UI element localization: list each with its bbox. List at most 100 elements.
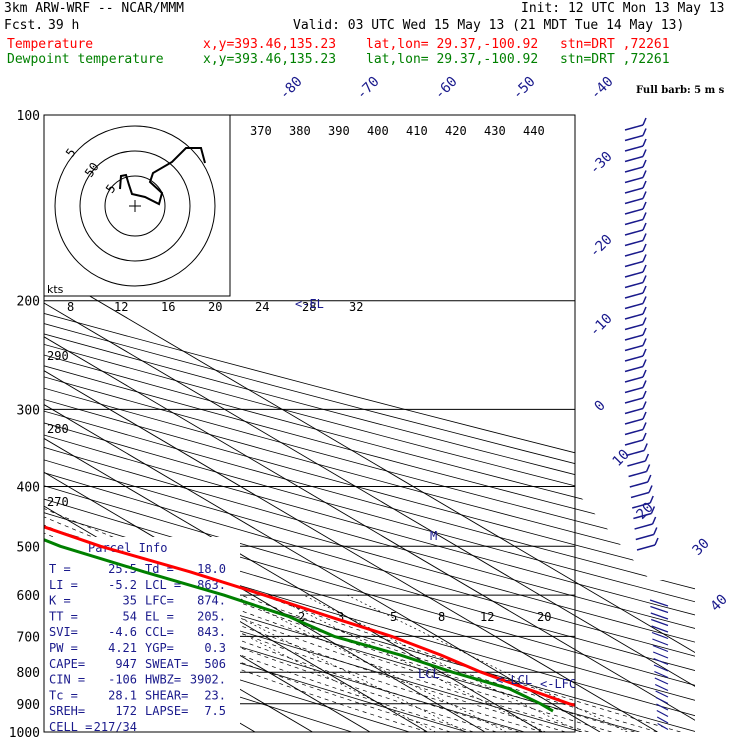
dry-adiabat-line bbox=[44, 115, 695, 732]
parcel-info-cell: EL = bbox=[145, 609, 174, 623]
wind-barb bbox=[624, 397, 644, 404]
mixing-ratio-label: 20 bbox=[537, 610, 551, 624]
mixing-ratio-line bbox=[195, 594, 467, 732]
parcel-info-cell: 28.1 bbox=[108, 688, 137, 702]
barb-legend: Full barb: 5 m s bbox=[636, 85, 725, 96]
temperature-label: Temperature bbox=[7, 37, 94, 52]
dewpoint-profile bbox=[44, 538, 554, 713]
parcel-info-cell: K = bbox=[49, 594, 71, 608]
theta-label: 380 bbox=[289, 124, 311, 138]
parcel-info-cell: 217/34 bbox=[94, 720, 137, 734]
parcel-info-cell: -5.2 bbox=[108, 578, 137, 592]
wind-barb bbox=[624, 134, 644, 142]
theta-label-left: 290 bbox=[47, 349, 69, 363]
wind-barb bbox=[624, 197, 644, 205]
lcl-marker: LCL bbox=[418, 667, 440, 681]
wind-barb bbox=[633, 512, 652, 520]
parcel-info-cell: PW = bbox=[49, 641, 78, 655]
parcel-info-cell: 172 bbox=[115, 704, 137, 718]
speed-label: 32 bbox=[349, 300, 363, 314]
wind-barb-flag bbox=[649, 495, 654, 504]
dry-adiabat-line bbox=[44, 115, 695, 732]
isotherm-label: -60 bbox=[432, 74, 461, 103]
wind-barb-flag bbox=[642, 390, 647, 399]
isotherm-label: -20 bbox=[587, 232, 616, 261]
wind-barb bbox=[634, 523, 653, 530]
parcel-info-cell: 7.5 bbox=[204, 704, 226, 718]
dry-adiabat-line bbox=[44, 115, 695, 732]
speed-label: 16 bbox=[161, 300, 175, 314]
dry-adiabat-line bbox=[44, 115, 695, 732]
pressure-label: 700 bbox=[17, 630, 40, 645]
wind-barb-flag bbox=[642, 191, 647, 199]
isotherm-line bbox=[44, 115, 601, 732]
wind-barb-low bbox=[657, 722, 669, 731]
wind-barb bbox=[624, 166, 644, 173]
wind-barb bbox=[635, 533, 655, 541]
isotherm-line bbox=[44, 115, 695, 732]
mixing-ratio-line bbox=[166, 594, 436, 732]
parcel-info-cell: LI = bbox=[49, 578, 78, 592]
wind-barb bbox=[625, 449, 645, 457]
wind-barb-flag bbox=[642, 401, 647, 409]
wind-barb bbox=[624, 239, 644, 247]
wind-barbs bbox=[624, 117, 669, 731]
wind-barb bbox=[624, 407, 644, 415]
wind-barb-low bbox=[655, 696, 669, 705]
wind-barb-flag bbox=[642, 149, 647, 157]
mixing-ratio-label: 12 bbox=[480, 610, 494, 624]
wind-barb bbox=[624, 208, 644, 215]
dry-adiabat-line bbox=[44, 115, 695, 732]
parcel-info-cell: 874. bbox=[197, 594, 226, 608]
parcel-info-cell: LFC= bbox=[145, 594, 174, 608]
isotherm-line bbox=[44, 115, 695, 732]
wind-barb-low bbox=[651, 631, 669, 640]
parcel-info-cell: 18.0 bbox=[197, 562, 226, 576]
dry-adiabat-line bbox=[44, 115, 695, 732]
wind-barb-flag bbox=[642, 317, 647, 325]
wind-barb-low bbox=[654, 677, 669, 685]
pressure-label: 500 bbox=[17, 540, 40, 555]
isotherm-label: 0 bbox=[592, 398, 609, 415]
wind-barb-low bbox=[652, 638, 669, 646]
wind-barb-flag bbox=[642, 117, 647, 126]
wind-barb bbox=[624, 281, 644, 289]
hodograph-trace bbox=[119, 147, 206, 206]
wind-barb-flag bbox=[642, 296, 647, 304]
theta-labels: 370 380 390 400 410 420 430 440 290 280 270 bbox=[47, 124, 545, 509]
hodograph: 5 50 5 kts bbox=[43, 114, 231, 297]
wind-barb-low bbox=[651, 625, 669, 633]
wind-barb-flag bbox=[642, 170, 647, 178]
lfc-marker: <-LFC bbox=[540, 677, 576, 691]
pressure-label: 100 bbox=[17, 109, 40, 124]
isotherm-line bbox=[44, 115, 486, 732]
dry-adiabat-line bbox=[44, 115, 525, 732]
parcel-info-panel: Parcel Info T = 25.5 Td = 18.0LI = -5.2 LCL =… bbox=[44, 537, 240, 734]
model-title: 3km ARW-WRF -- NCAR/MMM bbox=[4, 1, 185, 16]
isotherm-label: -80 bbox=[277, 74, 306, 103]
wind-barb-flag bbox=[642, 243, 647, 252]
parcel-info-cell: 0.3 bbox=[204, 641, 226, 655]
dewpoint-station: stn=DRT ,72261 bbox=[560, 52, 670, 67]
wind-barb-flag bbox=[643, 443, 648, 451]
parcel-info-cell: 54 bbox=[123, 609, 137, 623]
wind-barb-flag bbox=[642, 285, 647, 294]
isotherm-label: -40 bbox=[588, 74, 617, 103]
isotherm-label: 30 bbox=[690, 536, 713, 559]
sounding-profiles bbox=[44, 525, 575, 713]
parcel-info-cell: SVI= bbox=[49, 625, 78, 639]
parcel-info-cell: TT = bbox=[49, 609, 78, 623]
hodo-axis-label: kts bbox=[47, 283, 64, 296]
theta-label: 440 bbox=[523, 124, 545, 138]
theta-label-left: 270 bbox=[47, 495, 69, 509]
wind-barb-flag bbox=[642, 275, 647, 283]
wind-barb-flag bbox=[642, 233, 647, 241]
parcel-info-cell: CCL= bbox=[145, 625, 174, 639]
temperature-station: stn=DRT ,72261 bbox=[560, 37, 670, 52]
wind-barb-low bbox=[656, 716, 669, 724]
hodo-ring-label-mid: 50 bbox=[82, 160, 102, 180]
el-marker: <-EL bbox=[295, 297, 324, 311]
parcel-info-cell: -4.6 bbox=[108, 625, 137, 639]
forecast-label: Fcst. bbox=[4, 18, 44, 33]
